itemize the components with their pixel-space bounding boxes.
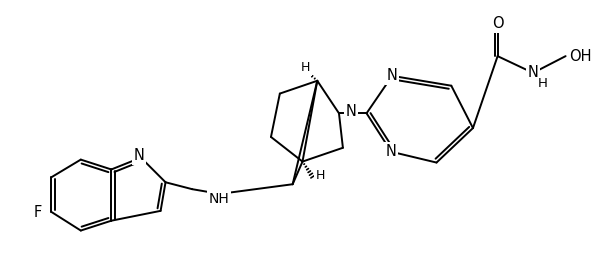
Text: OH: OH xyxy=(570,49,592,64)
Text: O: O xyxy=(492,16,504,31)
Text: N: N xyxy=(346,104,357,119)
Text: H: H xyxy=(301,61,310,74)
Text: H: H xyxy=(538,77,548,90)
Text: F: F xyxy=(33,205,42,220)
Text: NH: NH xyxy=(208,192,229,206)
Text: N: N xyxy=(387,68,397,83)
Text: N: N xyxy=(527,65,539,80)
Text: H: H xyxy=(315,169,325,182)
Text: N: N xyxy=(386,144,397,159)
Text: N: N xyxy=(134,148,144,163)
